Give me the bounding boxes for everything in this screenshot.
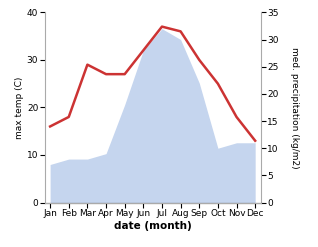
Y-axis label: max temp (C): max temp (C): [15, 76, 24, 139]
Y-axis label: med. precipitation (kg/m2): med. precipitation (kg/m2): [290, 47, 299, 168]
X-axis label: date (month): date (month): [114, 221, 191, 230]
